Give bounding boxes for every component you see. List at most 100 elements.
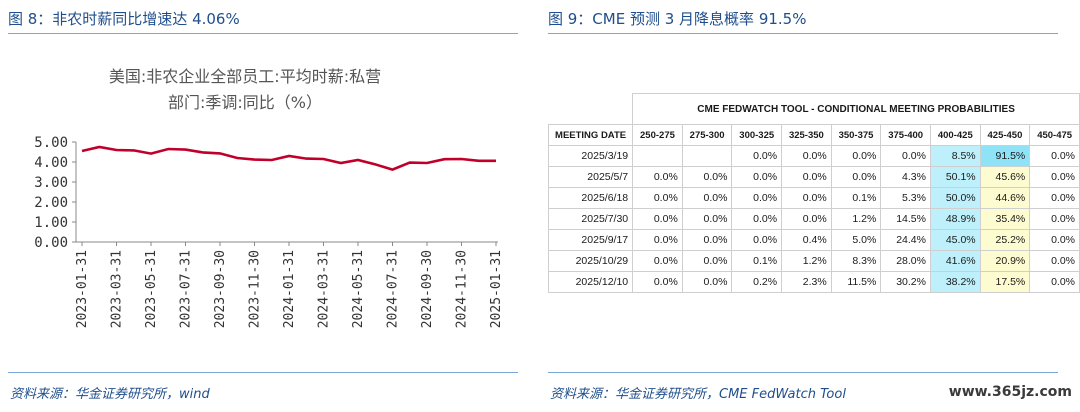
x-tick-label: 2023-07-31	[179, 250, 194, 328]
probability-cell: 0.0%	[1029, 208, 1080, 230]
column-header-range: 325-350	[781, 124, 832, 146]
probability-cell: 0.0%	[681, 187, 733, 209]
probability-cell: 50.1%	[929, 166, 981, 188]
meeting-date-cell: 2025/9/17	[547, 229, 634, 251]
probability-cell: 0.0%	[632, 229, 683, 251]
probability-cell: 0.0%	[880, 145, 931, 167]
column-header-meeting-date: MEETING DATE	[547, 124, 634, 146]
probability-cell: 4.3%	[880, 166, 931, 188]
probability-cell: 5.0%	[830, 229, 882, 251]
x-tick-label: 2024-05-31	[351, 250, 366, 328]
probability-cell: 0.0%	[1029, 187, 1080, 209]
probability-cell: 0.0%	[1029, 271, 1080, 293]
probability-cell: 0.0%	[1029, 250, 1080, 272]
probability-cell: 0.0%	[731, 208, 783, 230]
probability-cell: 0.0%	[632, 187, 683, 209]
probability-cell: 30.2%	[880, 271, 931, 293]
chart-title-line-2: 部门:季调:同比（%）	[168, 93, 322, 112]
probability-cell: 91.5%	[979, 145, 1031, 167]
probability-cell: 0.1%	[830, 187, 882, 209]
x-axis: 2023-01-31 2023-03-31 2023-05-31 2023-07-31…	[75, 241, 504, 328]
x-tick-label: 2023-03-31	[110, 250, 125, 328]
chart-title-line-1: 美国:非农企业全部员工:平均时薪:私营	[109, 67, 381, 86]
meeting-date-cell: 2025/12/10	[547, 271, 634, 293]
probability-cell: 48.9%	[929, 208, 981, 230]
right-title-rule	[548, 33, 1058, 34]
probability-cell: 8.5%	[929, 145, 981, 167]
column-header-range: 425-450	[979, 124, 1031, 146]
probability-cell: 20.9%	[979, 250, 1031, 272]
column-header-range: 350-375	[830, 124, 882, 146]
probability-cell: 0.0%	[1029, 229, 1080, 251]
probability-cell: 0.0%	[681, 166, 733, 188]
site-watermark: www.365jz.com	[948, 384, 1072, 400]
probability-cell: 2.3%	[781, 271, 832, 293]
probability-cell: 0.0%	[632, 250, 683, 272]
y-tick-label: 2.00	[34, 195, 68, 211]
table-row: 2025/9/17 0.0% 0.0% 0.0% 0.4% 5.0% 24.4% 45.0% 2…	[547, 229, 1080, 251]
probability-cell: 0.0%	[731, 229, 783, 251]
probability-cell: 24.4%	[880, 229, 931, 251]
probability-cell: 1.2%	[781, 250, 832, 272]
y-axis: 5.00 4.00 3.00 2.00 1.00 0.00	[34, 135, 77, 251]
probability-cell: 0.0%	[731, 166, 783, 188]
probability-cell: 17.5%	[979, 271, 1031, 293]
table-row: 2025/10/29 0.0% 0.0% 0.1% 1.2% 8.3% 28.0% 41.6%…	[547, 250, 1080, 272]
probability-cell: 0.0%	[830, 145, 882, 167]
probability-cell: 0.0%	[681, 208, 733, 230]
table-row: 2025/5/7 0.0% 0.0% 0.0% 0.0% 0.0% 4.3% 50.1% 45.…	[547, 166, 1080, 188]
table-row: 2025/3/19 0.0% 0.0% 0.0% 0.0% 8.5% 91.5% 0.0%	[547, 145, 1080, 167]
y-tick-label: 4.00	[34, 155, 68, 171]
table-row: 2025/6/18 0.0% 0.0% 0.0% 0.0% 0.1% 5.3% 50.0% 44…	[547, 187, 1080, 209]
probability-cell: 38.2%	[929, 271, 981, 293]
probability-cell: 14.5%	[880, 208, 931, 230]
probability-cell: 0.0%	[731, 145, 783, 167]
x-tick-label: 2023-05-31	[144, 250, 159, 328]
x-tick-label: 2024-07-31	[386, 250, 401, 328]
left-figure-title: 图 8：非农时薪同比增速达 4.06%	[8, 10, 240, 28]
probability-cell: 44.6%	[979, 187, 1031, 209]
y-tick-label: 5.00	[34, 135, 68, 151]
meeting-date-cell: 2025/10/29	[547, 250, 634, 272]
probability-cell	[632, 145, 683, 167]
probability-cell: 8.3%	[830, 250, 882, 272]
y-tick-label: 3.00	[34, 175, 68, 191]
probability-cell: 50.0%	[929, 187, 981, 209]
x-tick-label: 2023-01-31	[75, 250, 90, 328]
fedwatch-probability-table: CME FEDWATCH TOOL - CONDITIONAL MEETING …	[547, 93, 1080, 293]
probability-cell: 45.6%	[979, 166, 1031, 188]
column-header-range: 400-425	[929, 124, 981, 146]
right-figure-title: 图 9：CME 预测 3 月降息概率 91.5%	[548, 10, 807, 28]
probability-cell: 41.6%	[929, 250, 981, 272]
probability-cell: 0.0%	[731, 187, 783, 209]
blank-corner-cell	[548, 93, 634, 125]
probability-cell: 0.0%	[632, 271, 683, 293]
probability-cell	[681, 145, 733, 167]
probability-cell: 0.2%	[731, 271, 783, 293]
probability-cell: 5.3%	[880, 187, 931, 209]
probability-cell: 0.0%	[681, 250, 733, 272]
x-tick-label: 2025-01-31	[489, 250, 504, 328]
table-title: CME FEDWATCH TOOL - CONDITIONAL MEETING …	[632, 93, 1080, 125]
meeting-date-cell: 2025/6/18	[547, 187, 634, 209]
right-source-note: 资料来源：华金证券研究所，CME FedWatch Tool	[550, 387, 846, 402]
column-header-range: 275-300	[681, 124, 733, 146]
table-body: 2025/3/19 0.0% 0.0% 0.0% 0.0% 8.5% 91.5% 0.0% 20…	[547, 145, 1080, 293]
x-tick-label: 2024-01-31	[282, 250, 297, 328]
column-header-range: 250-275	[632, 124, 683, 146]
y-tick-label: 1.00	[34, 215, 68, 231]
probability-cell: 45.0%	[929, 229, 981, 251]
meeting-date-cell: 2025/7/30	[547, 208, 634, 230]
x-tick-label: 2023-11-30	[248, 250, 263, 328]
probability-cell: 0.0%	[632, 208, 683, 230]
probability-cell: 0.0%	[781, 208, 832, 230]
wage-growth-series-line	[81, 145, 496, 171]
y-tick-label: 0.00	[34, 235, 68, 251]
probability-cell: 0.0%	[781, 187, 832, 209]
left-source-note: 资料来源：华金证券研究所，wind	[10, 387, 210, 402]
probability-cell: 35.4%	[979, 208, 1031, 230]
wage-growth-chart: 美国:非农企业全部员工:平均时薪:私营 部门:季调:同比（%） 5.00 4.00…	[34, 67, 504, 328]
left-source-rule	[8, 372, 518, 373]
table-row: 2025/7/30 0.0% 0.0% 0.0% 0.0% 1.2% 14.5% 48.9% 3…	[547, 208, 1080, 230]
probability-cell: 0.4%	[781, 229, 832, 251]
